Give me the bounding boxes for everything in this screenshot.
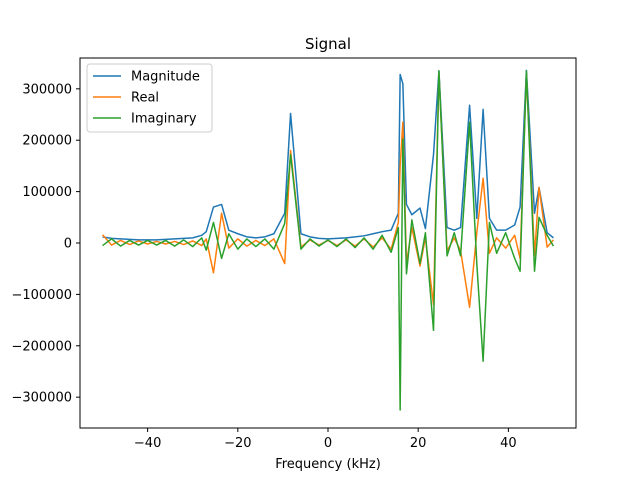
x-axis-label: Frequency (kHz) xyxy=(275,457,381,472)
y-tick-label: 0 xyxy=(64,237,72,252)
x-tick-label: 0 xyxy=(324,436,332,451)
legend: Magnitude Real Imaginary xyxy=(86,63,213,133)
series-lines xyxy=(101,69,555,411)
legend-label-magnitude: Magnitude xyxy=(131,70,200,85)
series-line-real xyxy=(101,72,555,308)
chart-title: Signal xyxy=(305,35,351,53)
x-tick-label: 20 xyxy=(410,436,427,451)
x-tick-label: −20 xyxy=(224,436,251,451)
legend-label-real: Real xyxy=(131,91,159,106)
y-tick-label: 300000 xyxy=(22,82,72,97)
y-tick-label: −100000 xyxy=(11,288,72,303)
axis-ticks: −40 −20 0 20 40 −300000 −200000 −100000 0 100000 2… xyxy=(11,82,516,451)
series-line-imaginary xyxy=(102,70,555,411)
y-tick-label: 200000 xyxy=(22,134,72,149)
legend-entries: Magnitude Real Imaginary xyxy=(93,70,200,127)
x-tick-label: −40 xyxy=(134,436,161,451)
y-tick-label: −200000 xyxy=(11,339,72,354)
legend-label-imaginary: Imaginary xyxy=(131,112,197,127)
y-tick-label: −300000 xyxy=(11,391,72,406)
x-tick-label: 40 xyxy=(500,436,517,451)
y-tick-label: 100000 xyxy=(22,185,72,200)
plot-area xyxy=(101,69,555,411)
series-line-magnitude xyxy=(102,69,554,241)
legend-box xyxy=(86,63,213,133)
